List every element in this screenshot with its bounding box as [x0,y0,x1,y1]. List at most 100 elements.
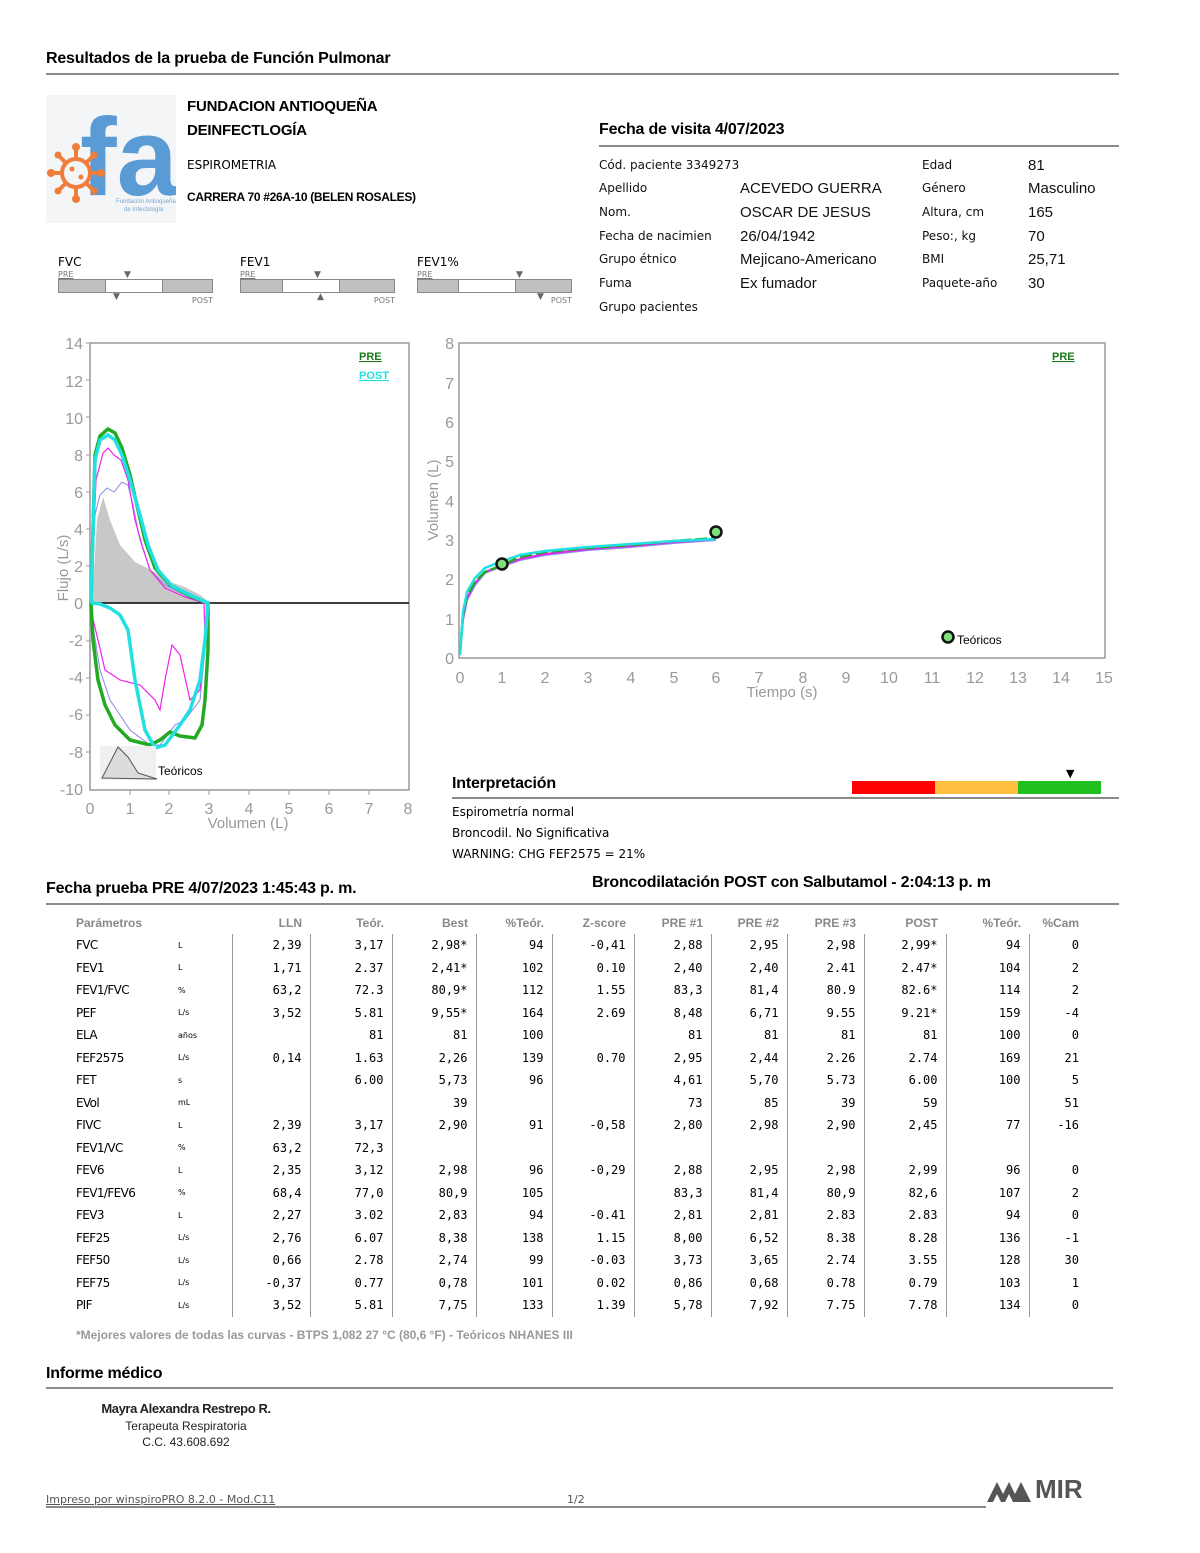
institution-service: ESPIROMETRIA [187,158,277,172]
svg-text:14: 14 [65,336,83,353]
cell-pre1: 81 [634,1024,712,1047]
cell-post: 2,99* [864,934,947,957]
field-value-gender: Masculino [1028,180,1096,197]
cell-post-pct-teor: 103 [946,1271,1030,1294]
cell-post: 0.79 [864,1271,947,1294]
cell-pre2: 0,68 [711,1271,788,1294]
table-row: ELA años 81 81 100 81 81 81 81 100 0 [46,1024,1087,1047]
cell-best: 80,9 [392,1181,477,1204]
svg-text:3: 3 [445,533,454,550]
cell-pre2: 2,95 [711,1159,788,1182]
svg-text:6: 6 [74,485,83,502]
cell-pre1: 2,40 [634,956,712,979]
cell-unit: % [170,979,233,1002]
cell-teor: 3,17 [310,934,393,957]
header-lln: LLN [278,916,302,930]
cell-param: ELA [76,1028,98,1043]
cell-pre2: 81,4 [711,1181,788,1204]
svg-text:1: 1 [445,612,454,629]
svg-text:6: 6 [445,415,454,432]
header-pre1: PRE #1 [661,916,703,930]
theoretical-point-fev1 [495,557,509,571]
arrow-down-icon: ▼ [537,292,544,302]
cell-teor: 6.00 [310,1069,393,1092]
cell-pre2: 6,71 [711,1001,788,1024]
cell-lln: 2,39 [232,1114,311,1137]
svg-text:7: 7 [755,670,764,687]
cell-pct-change: 21 [1064,1050,1079,1065]
field-value-height: 165 [1028,204,1054,221]
institution-address: CARRERA 70 #26A-10 (BELEN ROSALES) [187,190,416,204]
svg-text:10: 10 [65,411,83,428]
cell-teor [310,1091,393,1114]
cell-param: FEV1/FEV6 [76,1185,136,1200]
cell-pct-change: 0 [1071,1208,1079,1223]
mir-brand-text: MIR [1035,1474,1083,1504]
cell-z-score [552,1024,635,1047]
visit-title: Fecha de visita 4/07/2023 [599,121,785,138]
legend-pre: PRE [1052,351,1075,363]
svg-text:8: 8 [445,336,454,353]
cell-best: 9,55* [392,1001,477,1024]
cell-post: 2,45 [864,1114,947,1137]
cell-lln [232,1069,311,1092]
field-label-gender: Género [922,181,966,195]
cell-param: FEF2575 [76,1050,124,1065]
cell-z-score: -0,58 [552,1114,635,1137]
header-unit [170,912,232,934]
svg-text:15: 15 [1095,670,1113,687]
cell-teor: 72.3 [310,979,393,1002]
table-row: FEV1/VC% 63,2 72,3 [46,1136,1087,1159]
cell-pct-teor: 102 [476,956,553,979]
field-label-apellido: Apellido [599,181,648,195]
cell-unit: mL [170,1091,233,1114]
table-row: FEV1/FVC% 63,2 72.3 80,9* 112 1.55 83,3 81,4 80.… [46,979,1087,1002]
institution-logo: fai Fundación Antioqueña de Infectología [46,95,176,223]
cell-teor: 6.07 [310,1226,393,1249]
cell-pre3: 2,90 [787,1114,865,1137]
cell-lln: 1,71 [232,956,311,979]
header-best: Best [441,916,468,930]
svg-text:2: 2 [74,559,83,576]
header-z-score: Z-score [582,916,626,930]
cell-best: 80,9* [392,979,477,1002]
cell-pre2 [711,1136,788,1159]
cell-pct-teor: 101 [476,1271,553,1294]
cell-best: 2,83 [392,1204,477,1227]
cell-param: FEF25 [76,1230,110,1245]
field-label-age: Edad [922,158,953,172]
arrow-down-icon: ▼ [516,270,523,280]
svg-text:9: 9 [842,670,851,687]
cell-best: 2,90 [392,1114,477,1137]
field-value-smoker: Ex fumador [740,275,817,292]
table-header-row: Parámetros LLN Teór. Best %Teór. Z-score… [46,912,1087,934]
cell-z-score [552,1091,635,1114]
cell-lln: 2,39 [232,934,311,957]
cell-pre2: 2,40 [711,956,788,979]
cell-unit: L [170,956,233,979]
cell-pre3: 39 [787,1091,865,1114]
cell-best: 2,26 [392,1046,477,1069]
y-axis-label: Volumen (L) [425,460,442,541]
table-footnote: *Mejores valores de todas las curvas - B… [76,1328,573,1342]
cell-z-score [552,1069,635,1092]
cell-param: PEF [76,1005,97,1020]
cell-post: 82,6 [864,1181,947,1204]
cell-post-pct-teor: 107 [946,1181,1030,1204]
cell-unit: L [170,1114,233,1137]
field-value-pack-years: 30 [1028,275,1045,292]
cell-param: FEV1 [76,960,105,975]
cell-post [864,1136,947,1159]
cell-post-pct-teor: 128 [946,1249,1030,1272]
svg-text:4: 4 [627,670,636,687]
table-row: EVol mL 39 73 85 39 59 51 [46,1091,1087,1114]
table-row: FIVC L 2,39 3,17 2,90 91 -0,58 2,80 2,98 2,90 2,45… [46,1114,1087,1137]
cell-pct-change: -16 [1057,1118,1079,1133]
cell-unit: L/s [170,1249,233,1272]
cell-post-pct-teor: 104 [946,956,1030,979]
table-row: FET s 6.00 5,73 96 4,61 5,70 5.73 6.00 100 5 [46,1069,1087,1092]
cell-post-pct-teor: 94 [946,934,1030,957]
cell-best: 2,41* [392,956,477,979]
cell-z-score: 2.69 [552,1001,635,1024]
